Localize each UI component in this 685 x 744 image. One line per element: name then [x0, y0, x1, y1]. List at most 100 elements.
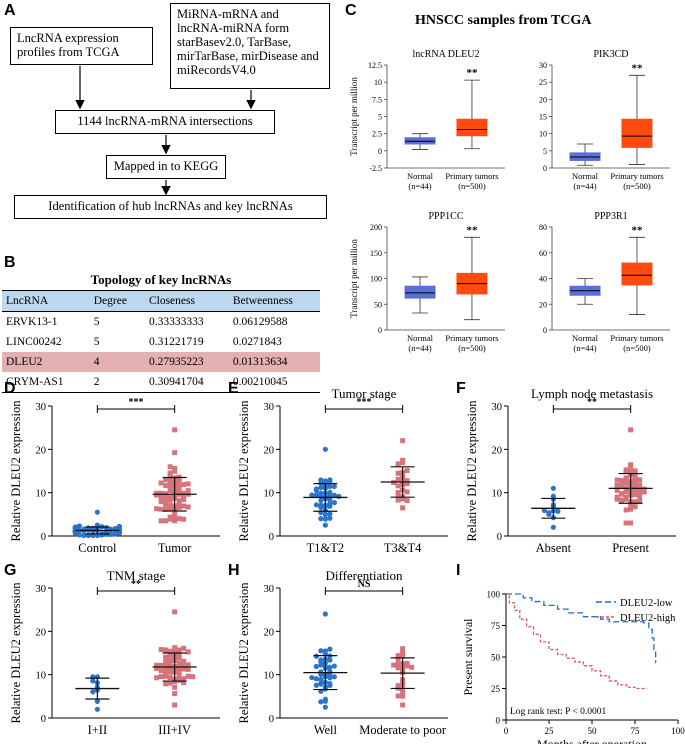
data-point [331, 500, 337, 506]
flow-box-intersections: 1144 lncRNA-mRNA intersections [55, 110, 275, 134]
data-point [313, 487, 319, 494]
panel-letter-a: A [4, 2, 16, 19]
x-category-label: Normal [572, 171, 599, 181]
data-point [395, 490, 401, 496]
y-tick-label: 15 [539, 113, 547, 122]
data-point [158, 647, 164, 653]
data-point [619, 483, 625, 489]
x-tick-label: 75 [631, 726, 641, 736]
data-point [154, 675, 160, 681]
data-point [318, 648, 324, 654]
data-point [395, 660, 401, 666]
y-axis-label: Transcript per million [349, 77, 359, 156]
data-point [185, 662, 191, 668]
y-tick-label: 30 [36, 584, 47, 595]
data-point [327, 675, 333, 681]
y-tick-label: 20 [36, 445, 47, 456]
data-point [85, 525, 91, 531]
significance-label: ** [466, 67, 478, 79]
data-point [327, 664, 333, 670]
x-category-label: T1&T2 [307, 541, 345, 555]
x-category-label: Normal [572, 333, 599, 343]
data-point [404, 663, 410, 669]
table-row: LINC00242 5 0.31221719 0.0271843 [2, 332, 320, 352]
table-cell: 5 [93, 316, 100, 328]
y-tick-label: 10 [264, 671, 275, 682]
data-point [404, 481, 410, 487]
data-point [628, 468, 634, 474]
y-tick-label: 50 [491, 653, 501, 663]
data-point [331, 483, 337, 490]
data-point [637, 498, 643, 504]
data-point [400, 650, 406, 656]
data-point [632, 468, 638, 474]
data-point [172, 609, 178, 615]
data-point [167, 495, 173, 501]
data-point [632, 477, 638, 483]
data-point [327, 681, 333, 687]
data-point [176, 485, 182, 491]
data-point [628, 502, 634, 508]
data-point [172, 427, 178, 433]
x-category-label: Present [612, 541, 649, 555]
data-point [176, 672, 182, 678]
data-point [176, 655, 182, 661]
x-tick-label: 100 [671, 726, 685, 736]
data-point [404, 478, 410, 484]
table-cell: 0.0271843 [232, 336, 282, 348]
chart-title: lncRNA DLEU2 [413, 49, 480, 60]
data-point [163, 673, 169, 679]
data-point [614, 482, 620, 488]
x-category-label: Normal [407, 333, 434, 343]
data-point [637, 493, 643, 499]
data-point [181, 645, 187, 651]
y-tick-label: 150 [370, 249, 382, 258]
data-point [112, 531, 118, 537]
flow-box-hub-lncrnas: Identification of hub lncRNAs and key ln… [14, 195, 327, 219]
data-point [404, 660, 410, 666]
data-point [313, 682, 319, 688]
data-point [185, 666, 191, 672]
y-tick-label: 20 [492, 445, 503, 456]
data-point [327, 489, 333, 495]
data-point [400, 505, 406, 511]
y-tick-label: 30 [264, 402, 275, 413]
data-point [309, 674, 315, 681]
chart-e-tumor-stage: Tumor stage Relative DLEU2 expression 0 10 2… [237, 386, 448, 555]
data-point [167, 470, 173, 476]
y-tick-label: 10 [492, 489, 503, 500]
data-point [327, 497, 333, 503]
table-cell: 0.33333333 [148, 316, 204, 328]
data-point [158, 506, 164, 512]
data-point [176, 647, 182, 653]
topology-table-block: Topology of key lncRNAs LncRNA Degree Cl… [2, 272, 320, 393]
data-point [167, 497, 173, 503]
y-axis-label: Relative DLEU2 expression [237, 400, 251, 542]
x-category-label: Primary tumors [610, 171, 663, 181]
y-tick-label: 30 [264, 584, 275, 595]
log-rank-annotation: Log rank test: P < 0.0001 [510, 707, 607, 717]
y-tick-label: 5 [543, 147, 547, 156]
data-point [172, 468, 178, 474]
data-point [404, 468, 410, 474]
data-point [167, 485, 173, 491]
y-tick-label: 20 [539, 300, 547, 309]
box-rect [621, 118, 653, 148]
significance-label: ** [131, 579, 141, 590]
data-point [623, 480, 629, 486]
y-tick-label: 7.5 [372, 95, 382, 104]
data-point [158, 490, 164, 496]
table-header-cell: LncRNA [2, 290, 90, 312]
y-tick-label: 10 [539, 130, 547, 139]
y-tick-label: 25 [539, 78, 547, 87]
data-point [331, 492, 337, 498]
chart-title: PPP3R1 [594, 211, 627, 222]
data-point [181, 666, 187, 672]
data-point [400, 646, 406, 652]
data-point [632, 492, 638, 498]
data-point [313, 663, 319, 670]
flow-box-kegg: Mapped in to KEGG [106, 155, 226, 179]
y-tick-label: 100 [370, 275, 382, 284]
data-point [322, 516, 328, 522]
panel-letter-b: B [4, 254, 16, 271]
